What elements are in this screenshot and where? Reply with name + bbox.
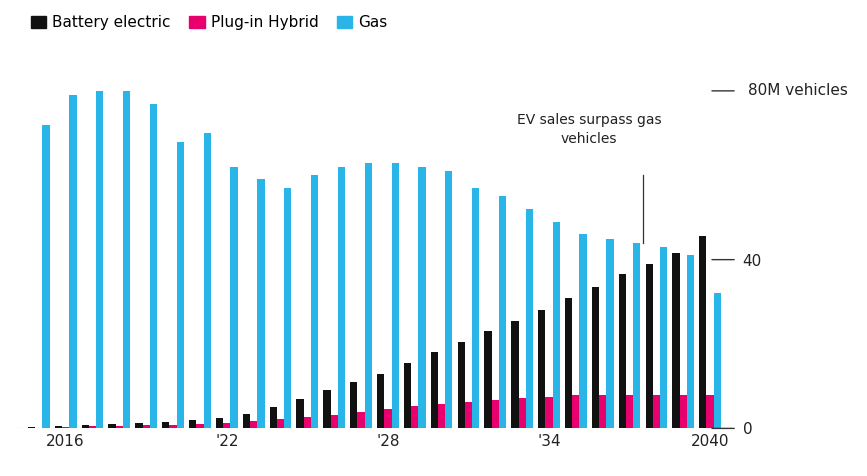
Bar: [177, 141, 184, 428]
Bar: [512, 321, 518, 428]
Bar: [303, 416, 311, 428]
Bar: [485, 331, 492, 428]
Bar: [377, 374, 384, 428]
Bar: [150, 104, 157, 428]
Bar: [81, 425, 89, 428]
Bar: [680, 396, 687, 428]
Bar: [458, 342, 465, 428]
Bar: [108, 424, 116, 428]
Bar: [135, 423, 142, 428]
Bar: [653, 395, 660, 428]
Bar: [36, 427, 42, 428]
Bar: [392, 163, 399, 428]
Bar: [619, 274, 626, 428]
Bar: [142, 425, 150, 428]
Text: EV sales surpass gas
vehicles: EV sales surpass gas vehicles: [517, 113, 662, 146]
Bar: [257, 179, 264, 428]
Bar: [42, 125, 49, 428]
Bar: [438, 404, 446, 428]
Bar: [465, 402, 472, 428]
Bar: [311, 175, 318, 428]
Bar: [538, 310, 545, 428]
Bar: [338, 167, 345, 428]
Bar: [216, 418, 223, 428]
Bar: [633, 243, 641, 428]
Bar: [297, 399, 303, 428]
Bar: [357, 412, 365, 428]
Bar: [525, 209, 533, 428]
Bar: [330, 415, 338, 428]
Bar: [518, 398, 525, 428]
Bar: [572, 396, 579, 428]
Bar: [323, 390, 330, 428]
Bar: [250, 421, 257, 428]
Bar: [579, 234, 587, 428]
Bar: [243, 414, 250, 428]
Bar: [552, 222, 560, 428]
Bar: [123, 91, 130, 428]
Bar: [565, 298, 572, 428]
Bar: [231, 167, 238, 428]
Bar: [162, 422, 169, 428]
Bar: [411, 407, 419, 428]
Bar: [673, 253, 680, 428]
Bar: [196, 424, 204, 428]
Bar: [96, 91, 103, 428]
Legend: Battery electric, Plug-in Hybrid, Gas: Battery electric, Plug-in Hybrid, Gas: [25, 9, 394, 36]
Bar: [419, 167, 426, 428]
Bar: [492, 400, 499, 428]
Bar: [277, 419, 284, 428]
Bar: [707, 396, 714, 428]
Bar: [545, 397, 552, 428]
Bar: [404, 363, 411, 428]
Bar: [62, 427, 69, 428]
Bar: [270, 407, 277, 428]
Bar: [116, 426, 123, 428]
Bar: [606, 238, 614, 428]
Bar: [472, 188, 479, 428]
Text: 80M vehicles: 80M vehicles: [748, 83, 848, 99]
Bar: [431, 352, 438, 428]
Bar: [169, 425, 177, 428]
Bar: [646, 264, 653, 428]
Bar: [55, 426, 62, 428]
Bar: [350, 382, 357, 428]
Bar: [89, 426, 96, 428]
Bar: [365, 163, 372, 428]
Bar: [714, 293, 721, 428]
Bar: [660, 247, 668, 428]
Bar: [599, 395, 606, 428]
Bar: [446, 171, 453, 428]
Bar: [284, 188, 291, 428]
Bar: [687, 256, 694, 428]
Bar: [28, 427, 36, 428]
Bar: [592, 287, 599, 428]
Bar: [699, 237, 707, 428]
Bar: [189, 420, 196, 428]
Bar: [384, 409, 392, 428]
Bar: [204, 133, 211, 428]
Bar: [223, 423, 231, 428]
Bar: [69, 95, 76, 428]
Bar: [626, 395, 633, 428]
Bar: [499, 196, 506, 428]
